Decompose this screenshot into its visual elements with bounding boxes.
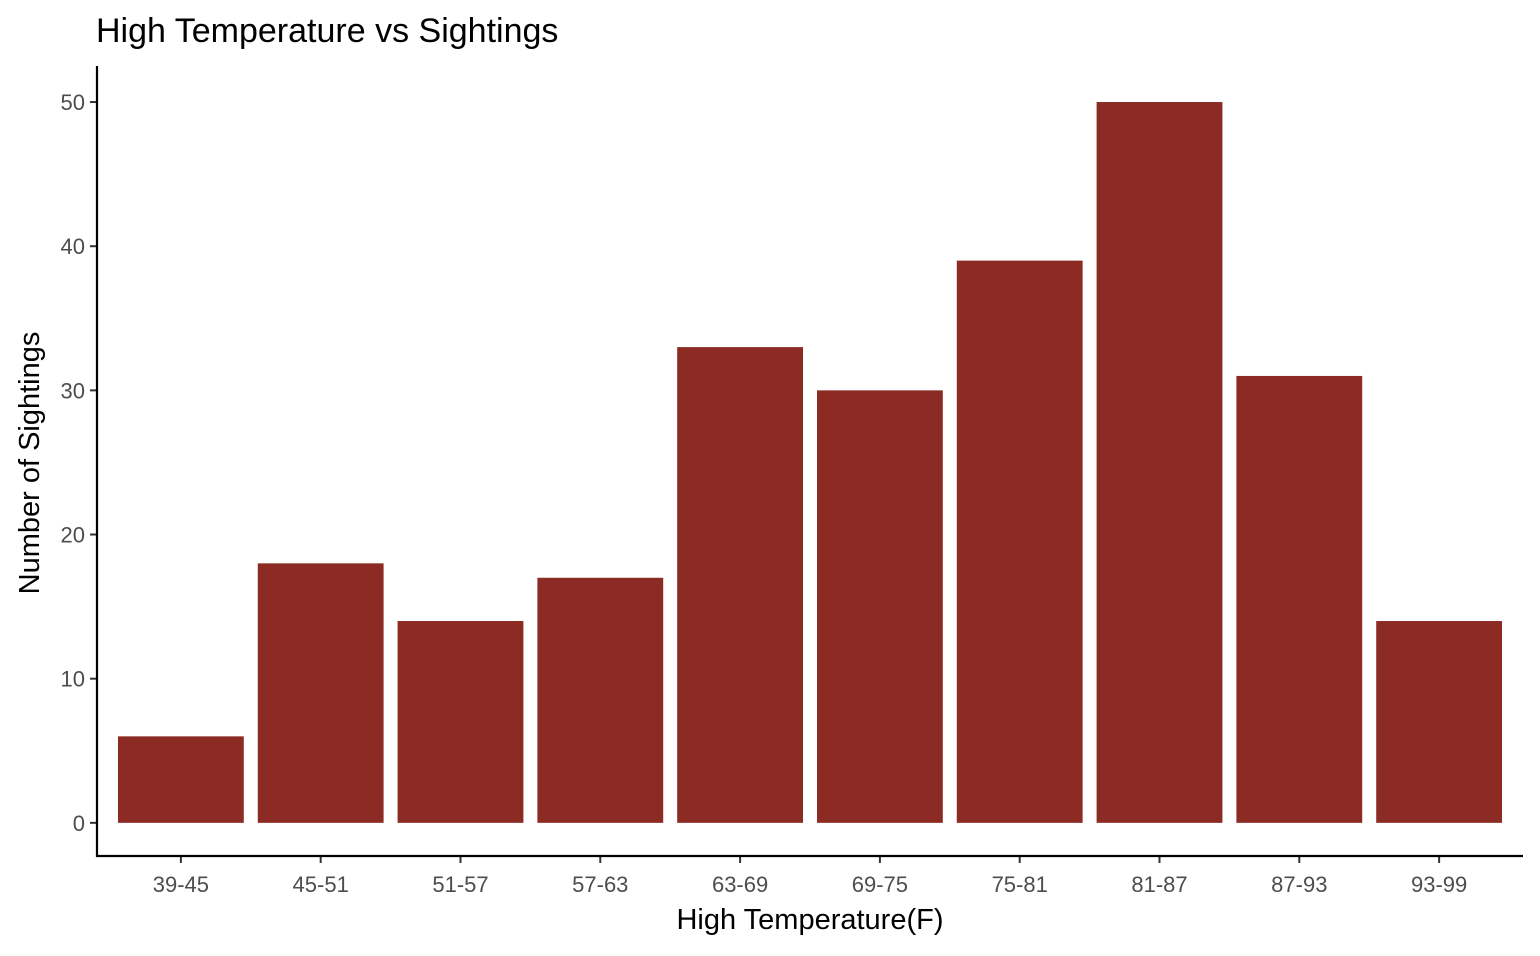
y-tick-label: 10 bbox=[61, 667, 85, 692]
x-tick-label: 45-51 bbox=[293, 872, 349, 897]
x-tick-label: 81-87 bbox=[1131, 872, 1187, 897]
x-tick-label: 63-69 bbox=[712, 872, 768, 897]
chart-title: High Temperature vs Sightings bbox=[96, 12, 558, 50]
y-axis-ticks: 0 10 20 30 40 50 bbox=[61, 90, 97, 836]
bar-63-69 bbox=[677, 347, 804, 823]
y-axis-title: Number of Sightings bbox=[14, 332, 46, 595]
x-tick-label: 39-45 bbox=[153, 872, 209, 897]
bar-93-99 bbox=[1376, 621, 1503, 823]
bars bbox=[117, 102, 1503, 823]
bar-51-57 bbox=[397, 621, 524, 823]
x-axis-title: High Temperature(F) bbox=[676, 904, 943, 936]
bar-69-75 bbox=[816, 390, 943, 823]
y-tick-label: 40 bbox=[61, 234, 85, 259]
x-tick-label: 87-93 bbox=[1271, 872, 1327, 897]
x-tick-label: 75-81 bbox=[992, 872, 1048, 897]
x-tick-label: 57-63 bbox=[572, 872, 628, 897]
y-tick-label: 20 bbox=[61, 523, 85, 548]
x-tick-label: 51-57 bbox=[432, 872, 488, 897]
bar-57-63 bbox=[537, 577, 664, 823]
bar-39-45 bbox=[117, 736, 244, 823]
bar-87-93 bbox=[1236, 375, 1363, 823]
y-tick-label: 0 bbox=[73, 811, 85, 836]
y-tick-label: 30 bbox=[61, 378, 85, 403]
bar-45-51 bbox=[257, 563, 384, 823]
y-tick-label: 50 bbox=[61, 90, 85, 115]
x-tick-label: 93-99 bbox=[1411, 872, 1467, 897]
bar-75-81 bbox=[956, 260, 1083, 823]
x-axis-ticks: 39-45 45-51 51-57 57-63 63-69 69-75 75-81 81-87… bbox=[153, 856, 1467, 897]
x-tick-label: 69-75 bbox=[852, 872, 908, 897]
bar-81-87 bbox=[1096, 102, 1223, 823]
